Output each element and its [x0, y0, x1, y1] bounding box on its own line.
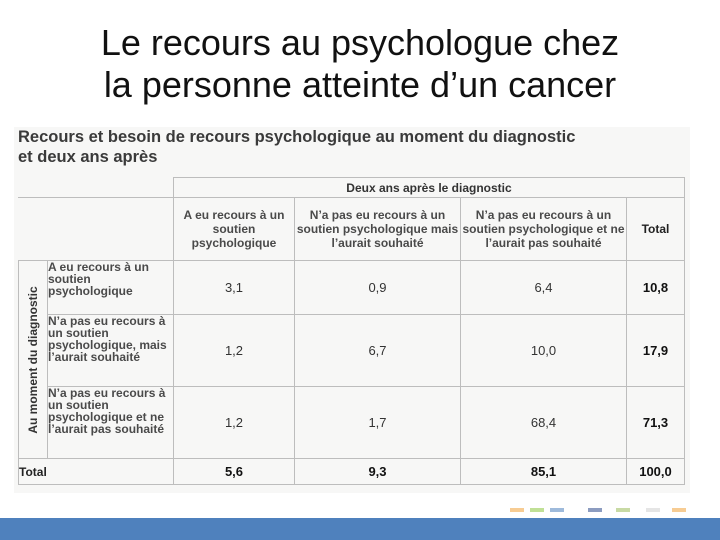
- slide-title-line-2: la personne atteinte d’un cancer: [103, 64, 617, 105]
- row-group-label: Au moment du diagnostic: [26, 285, 40, 434]
- table-cell: 10,0: [460, 314, 627, 387]
- row-group-header: Au moment du diagnostic: [18, 260, 48, 459]
- table-cell-total: 10,8: [626, 260, 685, 315]
- decorative-stripe: [616, 508, 630, 512]
- decorative-stripe: [530, 508, 544, 512]
- column-header: A eu recours à un soutien psychologique: [173, 197, 295, 261]
- slide-title: Le recours au psychologue chez la person…: [0, 22, 720, 106]
- table-cell-total: 17,9: [626, 314, 685, 387]
- table-cell: 6,7: [294, 314, 461, 387]
- decorative-stripe: [510, 508, 524, 512]
- table-cell: 68,4: [460, 386, 627, 459]
- corner-blank-2: [18, 197, 174, 261]
- table-cell: 1,7: [294, 386, 461, 459]
- data-table: Deux ans après le diagnostic A eu recour…: [18, 177, 685, 485]
- table-cell-total: 85,1: [460, 458, 627, 485]
- figure-caption-line-2: et deux ans après: [18, 148, 158, 166]
- table-cell: 6,4: [460, 260, 627, 315]
- table-cell: 1,2: [173, 314, 295, 387]
- table-cell-total: 9,3: [294, 458, 461, 485]
- column-header-total: Total: [626, 197, 685, 261]
- table-cell: 0,9: [294, 260, 461, 315]
- table-row: N’a pas eu recours à un soutien psycholo…: [19, 314, 685, 387]
- table-row: Au moment du diagnostic A eu recours à u…: [18, 260, 685, 459]
- figure-caption: Recours et besoin de recours psychologiq…: [18, 127, 658, 167]
- table-cell-total: 100,0: [626, 458, 685, 485]
- table-row-total: Total 5,6 9,3 85,1 100,0: [18, 458, 685, 485]
- column-group-row: Deux ans après le diagnostic: [18, 177, 685, 198]
- decorative-stripe: [646, 508, 660, 512]
- column-header-row: A eu recours à un soutien psychologique …: [18, 197, 685, 261]
- slide-title-line-1: Le recours au psychologue chez: [100, 22, 620, 63]
- footer-bar: [0, 518, 720, 540]
- column-header: N’a pas eu recours à un soutien psycholo…: [294, 197, 461, 261]
- table-cell-total: 71,3: [626, 386, 685, 459]
- row-header-total: Total: [18, 458, 174, 485]
- table-figure: Recours et besoin de recours psychologiq…: [14, 127, 690, 493]
- table-cell: 3,1: [173, 260, 295, 315]
- decorative-stripe: [588, 508, 602, 512]
- table-cell-total: 5,6: [173, 458, 295, 485]
- table-row: N’a pas eu recours à un soutien psycholo…: [19, 386, 685, 459]
- column-header: N’a pas eu recours à un soutien psycholo…: [460, 197, 627, 261]
- corner-blank: [18, 177, 174, 198]
- figure-caption-line-1: Recours et besoin de recours psychologiq…: [18, 128, 576, 146]
- row-header: A eu recours à un soutien psychologique: [47, 260, 174, 315]
- column-group-header: Deux ans après le diagnostic: [173, 177, 685, 198]
- table-cell: 1,2: [173, 386, 295, 459]
- row-header: N’a pas eu recours à un soutien psycholo…: [47, 386, 174, 459]
- decorative-stripe: [672, 508, 686, 512]
- row-header: N’a pas eu recours à un soutien psycholo…: [47, 314, 174, 387]
- decorative-stripe: [550, 508, 564, 512]
